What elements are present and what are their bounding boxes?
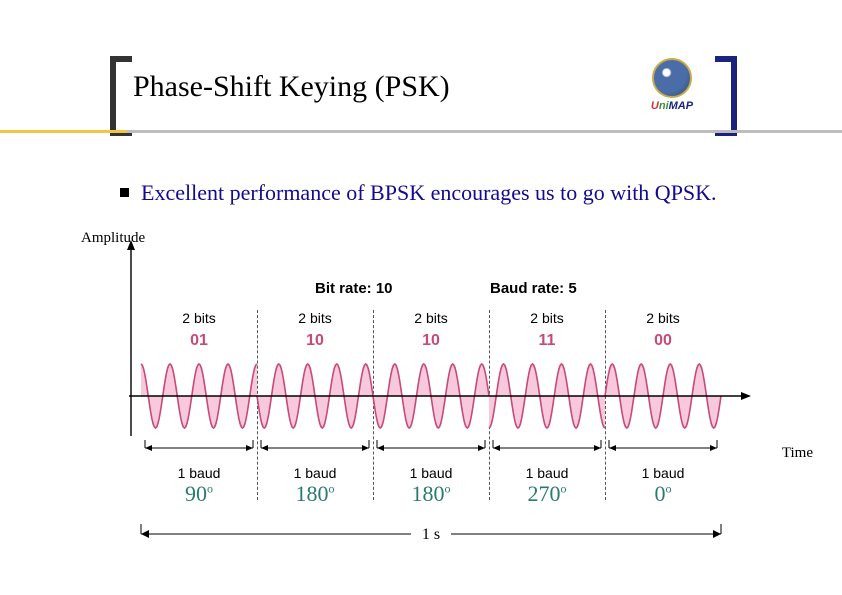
phase-value: 90o xyxy=(141,481,257,507)
bits-value: 10 xyxy=(373,332,489,350)
baud-bracket-icon xyxy=(141,440,257,456)
baud-label: 1 baud xyxy=(141,465,257,481)
baud-label: 1 baud xyxy=(373,465,489,481)
bit-rate-label: Bit rate: 10 xyxy=(315,280,393,297)
title-area: Phase-Shift Keying (PSK) xyxy=(115,60,732,114)
qpsk-diagram: Amplitude Time Bit rate: 10 Baud rate: 5… xyxy=(85,230,785,550)
logo-text: UniMAP xyxy=(642,100,702,112)
baud-label: 1 baud xyxy=(257,465,373,481)
phase-value: 270o xyxy=(489,481,605,507)
bits-count-label: 2 bits xyxy=(605,310,721,326)
total-span-label: 1 s xyxy=(422,526,440,543)
symbol-column: 2 bits 10 xyxy=(257,310,373,354)
phase-value: 0o xyxy=(605,481,721,507)
bits-value: 10 xyxy=(257,332,373,350)
logo-text-map: MAP xyxy=(669,100,693,112)
bits-count-label: 2 bits xyxy=(373,310,489,326)
logo-text-u: U xyxy=(651,100,659,112)
logo-text-ni: ni xyxy=(659,100,669,112)
bits-value: 01 xyxy=(141,332,257,350)
symbol-lower-column: 1 baud0o xyxy=(605,440,721,507)
bits-value: 11 xyxy=(489,332,605,350)
title-underline xyxy=(0,130,842,133)
y-axis-label: Amplitude xyxy=(81,230,145,247)
symbol-lower-column: 1 baud180o xyxy=(373,440,489,507)
bits-count-label: 2 bits xyxy=(489,310,605,326)
slide-title: Phase-Shift Keying (PSK) xyxy=(115,60,732,114)
phase-value: 180o xyxy=(373,481,489,507)
symbol-column: 2 bits 11 xyxy=(489,310,605,354)
bits-count-label: 2 bits xyxy=(141,310,257,326)
phase-value: 180o xyxy=(257,481,373,507)
baud-bracket-icon xyxy=(373,440,489,456)
baud-bracket-icon xyxy=(605,440,721,456)
baud-label: 1 baud xyxy=(605,465,721,481)
symbol-lower-column: 1 baud270o xyxy=(489,440,605,507)
x-axis-label: Time xyxy=(782,445,813,462)
symbol-lower-column: 1 baud90o xyxy=(141,440,257,507)
bullet-text: Excellent performance of BPSK encourages… xyxy=(141,180,717,206)
bits-value: 00 xyxy=(605,332,721,350)
baud-rate-label: Baud rate: 5 xyxy=(490,280,577,297)
symbol-column: 2 bits 00 xyxy=(605,310,721,354)
total-span-row: 1 s xyxy=(141,524,721,549)
title-bracket-left xyxy=(110,56,132,136)
logo-emblem-icon xyxy=(652,58,692,98)
bullet-icon xyxy=(120,188,129,197)
waveform-area xyxy=(141,356,721,436)
symbol-column: 2 bits 10 xyxy=(373,310,489,354)
bullet-row: Excellent performance of BPSK encourages… xyxy=(120,180,742,206)
baud-bracket-icon xyxy=(257,440,373,456)
symbol-lower-column: 1 baud180o xyxy=(257,440,373,507)
waveform-svg xyxy=(141,356,751,436)
bits-count-label: 2 bits xyxy=(257,310,373,326)
institution-logo: UniMAP xyxy=(642,58,702,118)
baud-bracket-icon xyxy=(489,440,605,456)
baud-label: 1 baud xyxy=(489,465,605,481)
symbol-column: 2 bits 01 xyxy=(141,310,257,354)
title-bracket-right xyxy=(715,56,737,136)
